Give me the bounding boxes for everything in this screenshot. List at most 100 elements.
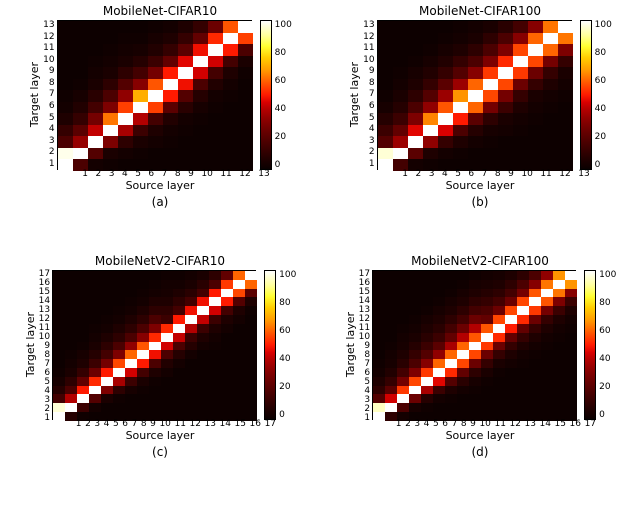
colorbar-tick: 100 — [599, 270, 616, 280]
heatmap-cell — [113, 386, 125, 395]
heatmap-cell — [163, 113, 178, 125]
heatmap-cell — [553, 394, 565, 403]
heatmap-cell — [185, 386, 197, 395]
colorbar-tick: 60 — [275, 76, 292, 86]
heatmap-cell — [397, 368, 409, 377]
heatmap-cell — [163, 21, 178, 33]
heatmap-cell — [513, 56, 528, 68]
heatmap-cell — [543, 102, 558, 114]
heatmap-cell — [233, 315, 245, 324]
heatmap-cell — [173, 324, 185, 333]
heatmap-cell — [445, 297, 457, 306]
heatmap-cell — [103, 79, 118, 91]
heatmap-cell — [88, 67, 103, 79]
heatmap-cell — [65, 359, 77, 368]
heatmap-cell — [221, 297, 233, 306]
heatmap-cell — [378, 113, 393, 125]
heatmap-cell — [113, 342, 125, 351]
heatmap-cell — [133, 125, 148, 137]
x-tick: 6 — [468, 170, 474, 179]
x-tick: 5 — [113, 420, 119, 429]
x-tick: 2 — [95, 170, 101, 179]
heatmap-cell — [457, 394, 469, 403]
x-tick: 15 — [235, 420, 246, 429]
heatmap-cell — [209, 403, 221, 412]
heatmap-cell — [493, 403, 505, 412]
heatmap-cell — [498, 148, 513, 160]
heatmap-cell — [53, 324, 65, 333]
heatmap-cell — [517, 289, 529, 298]
heatmap-cell — [238, 125, 253, 137]
heatmap-cell — [397, 315, 409, 324]
heatmap-cell — [553, 306, 565, 315]
heatmap-cell — [185, 342, 197, 351]
heatmap-cell — [233, 386, 245, 395]
heatmap-cell — [193, 113, 208, 125]
heatmap-cell — [208, 125, 223, 137]
x-tick: 12 — [189, 420, 200, 429]
heatmap-cell — [457, 271, 469, 280]
y-tick: 13 — [43, 21, 54, 30]
heatmap-cell — [148, 21, 163, 33]
heatmap-cell — [528, 136, 543, 148]
x-tick: 12 — [239, 170, 250, 179]
heatmap-cell — [178, 21, 193, 33]
heatmap-cell — [208, 56, 223, 68]
heatmap-cell — [193, 67, 208, 79]
heatmap-cell — [58, 44, 73, 56]
heatmap-cell — [113, 403, 125, 412]
heatmap-cell — [505, 306, 517, 315]
heatmap-cell — [433, 306, 445, 315]
heatmap-cell — [77, 342, 89, 351]
x-tick: 16 — [250, 420, 261, 429]
heatmap-cell — [77, 271, 89, 280]
heatmap-cell — [101, 306, 113, 315]
heatmap-cell — [163, 125, 178, 137]
heatmap-cell — [378, 67, 393, 79]
x-tick: 3 — [109, 170, 115, 179]
heatmap-cell — [565, 280, 577, 289]
heatmap-cell — [208, 33, 223, 45]
heatmap-cell — [101, 359, 113, 368]
heatmap-cell — [408, 148, 423, 160]
heatmap-cell — [221, 306, 233, 315]
y-tick: 6 — [43, 102, 54, 111]
heatmap-cell — [468, 67, 483, 79]
heatmap-cell — [445, 386, 457, 395]
heatmap-cell — [385, 403, 397, 412]
heatmap-cell — [541, 386, 553, 395]
heatmap-cell — [73, 102, 88, 114]
heatmap-cell — [445, 315, 457, 324]
heatmap-cell — [378, 136, 393, 148]
heatmap-cell — [445, 394, 457, 403]
heatmap-cell — [173, 297, 185, 306]
y-axis-label: Target layer — [348, 62, 361, 127]
heatmap-cell — [457, 377, 469, 386]
heatmap-cell — [178, 136, 193, 148]
heatmap-cell — [409, 297, 421, 306]
colorbar: 020406080100 — [584, 270, 616, 420]
heatmap-cell — [209, 394, 221, 403]
heatmap-cell — [397, 403, 409, 412]
heatmap-cell — [481, 315, 493, 324]
heatmap-cell — [77, 324, 89, 333]
heatmap-cell — [513, 33, 528, 45]
heatmap-cell — [517, 394, 529, 403]
heatmap-cell — [468, 148, 483, 160]
heatmap-cell — [209, 377, 221, 386]
heatmap-cell — [197, 403, 209, 412]
heatmap-cell — [373, 377, 385, 386]
colorbar-tick: 80 — [279, 298, 296, 308]
heatmap-cell — [553, 333, 565, 342]
heatmap-cell — [541, 394, 553, 403]
heatmap-cell — [118, 67, 133, 79]
heatmap-cell — [208, 102, 223, 114]
heatmap-cell — [89, 324, 101, 333]
heatmap-cell — [565, 394, 577, 403]
heatmap-cell — [529, 289, 541, 298]
heatmap-cell — [543, 44, 558, 56]
heatmap-cell — [208, 44, 223, 56]
heatmap-cell — [438, 44, 453, 56]
heatmap-cell — [438, 90, 453, 102]
heatmap-cell — [397, 289, 409, 298]
